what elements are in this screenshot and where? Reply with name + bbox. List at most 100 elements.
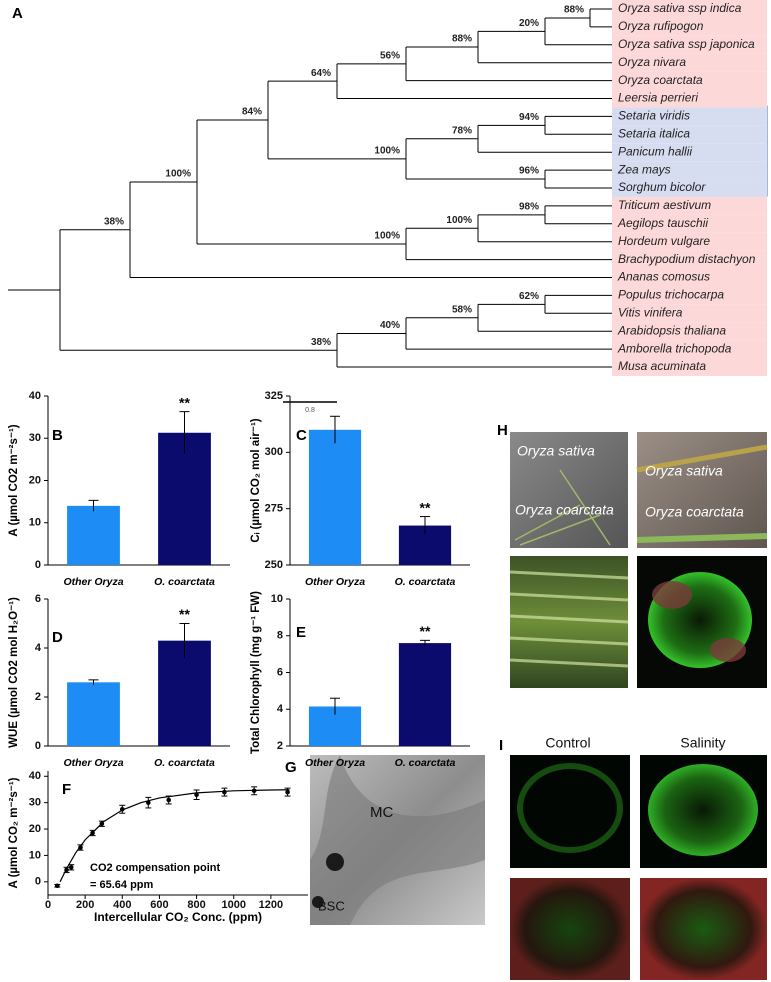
y-tick-label: 250 [265,559,283,571]
bootstrap-label: 100% [165,169,191,180]
bar [158,640,211,746]
bar [67,505,120,565]
annotation: = 65.64 ppm [90,879,154,891]
x-tick-label: 800 [187,899,205,911]
y-tick-label: 30 [29,797,41,809]
photo-label: Oryza coarctata [645,504,744,520]
panel-label: B [52,427,63,444]
category-label: O. coarctata [154,757,215,769]
bootstrap-label: 78% [452,125,472,136]
photo-label: Oryza sativa [517,443,595,459]
taxon-bg [612,0,767,18]
taxon-label: Amborella trichopoda [617,341,732,355]
y-tick-label: 0 [35,559,41,571]
x-tick-label: 200 [76,899,94,911]
data-point [222,789,227,795]
bootstrap-label: 56% [380,50,400,61]
panel-label: G [285,759,297,776]
column-heading: Salinity [680,735,725,751]
taxon-label: Oryza sativa ssp indica [618,1,742,15]
taxon-bg [612,53,767,72]
taxon-label: Populus trichocarpa [618,288,724,302]
y-tick-label: 0 [35,740,41,752]
taxon-label: Sorghum bicolor [618,180,706,194]
taxon-bg [612,286,767,305]
leaf [636,533,768,543]
leaf [514,469,611,546]
bar [67,682,120,746]
annotation: CO2 compensation point [90,862,221,874]
y-tick-label: 30 [29,432,41,444]
y-tick-label: 40 [29,770,41,782]
bootstrap-label: 100% [374,146,400,157]
y-tick-label: 10 [29,517,41,529]
panel-label: F [62,781,71,798]
bootstrap-label: 88% [564,5,584,16]
taxon-bg [612,250,767,269]
taxon-label: Zea mays [617,162,671,176]
bootstrap-label: 88% [452,34,472,45]
y-tick-label: 20 [29,823,41,835]
taxon-label: Oryza sativa ssp japonica [618,37,755,51]
taxon-label: Leersia perrieri [618,91,698,105]
taxon-bg [612,268,767,287]
category-label: Other Oryza [305,757,365,769]
bootstrap-label: 62% [519,291,539,302]
data-point [285,789,290,795]
y-tick-label: 6 [35,593,41,605]
taxon-label: Panicum hallii [618,144,692,158]
scale-label: 0.8 [305,407,315,414]
bootstrap-label: 100% [374,231,400,242]
x-tick-label: 400 [113,899,131,911]
tissue [517,763,623,853]
y-tick-label: 10 [271,593,283,605]
y-tick-label: 6 [277,666,283,678]
panel-g: G MC BSC [285,755,485,925]
y-tick-label: 40 [29,390,41,402]
taxon-bg [612,232,767,251]
panel-label: C [296,427,307,444]
y-axis-title: WUE (µmol CO2 mol H₂O⁻¹) [8,597,20,748]
fit-curve [59,789,290,883]
taxon-label: Oryza coarctata [618,73,703,87]
tissue [510,878,630,980]
bootstrap-label: 20% [519,18,539,29]
bar [158,432,211,565]
taxon-bg [612,161,767,180]
leaf-vein [509,570,629,668]
taxon-bg [612,214,767,233]
y-axis-title: Cᵢ (µmol CO₂ mol air⁻¹) [250,418,262,542]
significance-label: ** [179,606,190,622]
category-label: Other Oryza [305,576,365,588]
bootstrap-label: 38% [311,337,331,348]
panel-label: I [499,737,503,754]
image-label: MC [370,804,393,821]
taxon-bg [612,71,767,90]
plant-photo [510,432,628,548]
taxon-label: Aegilops tauschii [617,216,708,230]
taxon-label: Hordeum vulgare [618,234,710,248]
category-label: Other Oryza [63,576,123,588]
significance-label: ** [420,623,431,639]
taxon-bg [612,304,767,323]
leaf [636,444,768,473]
taxon-label: Oryza rufipogon [618,19,704,33]
y-tick-label: 2 [277,740,283,752]
granule [312,896,324,908]
y-tick-label: 300 [265,446,283,458]
column-heading: Control [545,735,590,751]
data-point [68,864,74,870]
bootstrap-label: 40% [380,320,400,331]
taxon-label: Triticum aestivum [618,198,711,212]
category-label: O. coarctata [395,576,456,588]
bootstrap-label: 38% [104,216,124,227]
bar [308,429,362,565]
y-tick-label: 4 [277,703,284,715]
y-tick-label: 20 [29,474,41,486]
bootstrap-label: 96% [519,166,539,177]
significance-label: ** [420,499,431,515]
x-tick-label: 1000 [221,899,245,911]
taxon-bg [612,107,767,126]
x-axis-title: Intercellular CO₂ Conc. (ppm) [94,910,262,924]
